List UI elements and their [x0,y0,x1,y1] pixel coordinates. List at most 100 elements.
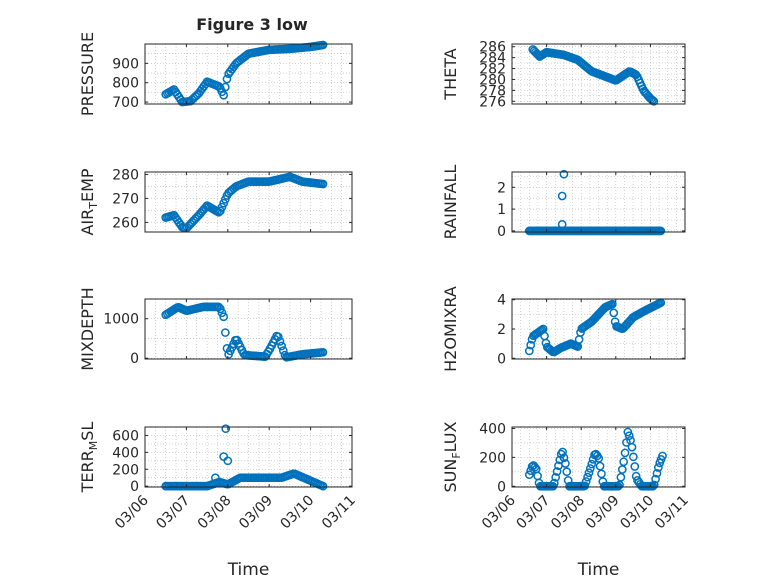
data-point [524,346,534,356]
data-point [595,461,605,471]
data-point [220,328,230,337]
data-point [557,191,567,201]
y-axis-label: MIXDEPTH [78,287,97,370]
data-point [277,341,286,351]
data-point [607,299,617,309]
y-tick-label: 282 [479,62,506,78]
data-point [318,179,328,189]
data-point [278,346,288,355]
data-point [658,451,667,461]
data-point [613,481,623,491]
y-tick-label: 1 [497,202,506,218]
y-axis-label: PRESSURE [78,32,97,116]
y-tick-label: 280 [479,72,506,88]
data-series [524,427,667,491]
data-point [221,424,231,434]
axes-box [511,43,686,105]
data-point [524,470,534,480]
data-point [648,481,658,491]
subplot-4: 0 1 2 RAINFALL [441,165,686,240]
data-point [275,337,285,346]
y-axis-label: THETA [441,48,460,100]
data-point [559,169,569,179]
y-tick-label: 200 [112,462,139,478]
data-point [219,90,229,100]
x-axis-label: Time [577,560,620,580]
data-point [220,82,230,92]
y-tick-label: 600 [112,428,139,444]
data-point [318,40,328,50]
data-point [222,74,232,84]
data-point [581,477,591,486]
data-point [558,447,567,457]
y-axis-label: H2OMIXRA [441,286,460,372]
data-series [161,424,328,491]
y-tick-label: 278 [479,83,506,99]
figure-title: Figure 3 low [196,15,308,34]
data-point [561,459,570,468]
subplot-5: 0 1000 MIXDEPTH [78,287,353,371]
data-point [629,452,638,462]
y-axis-label: AIRTEMP [78,168,100,235]
x-axis-label: Time [227,560,270,580]
y-tick-label: 4 [497,293,506,309]
data-point [653,463,663,472]
axes-box [511,171,686,233]
y-axis-label: RAINFALL [441,165,460,240]
data-point [318,347,328,357]
data-point [624,431,634,441]
data-point [619,457,629,467]
data-point [211,473,220,483]
data-point [617,465,627,474]
data-point [223,456,233,466]
grid [511,427,686,487]
data-point [651,474,660,484]
y-tick-label: 800 [112,76,139,92]
axes-box [144,171,353,233]
data-point [530,462,540,472]
data-point [318,481,328,491]
data-point [616,472,626,482]
data-point [551,472,561,482]
y-tick-label: 2 [497,180,506,196]
subplot-6: 0 2 4 H2OMIXRA [441,286,686,372]
y-tick-label: 0 [497,479,506,495]
data-series [528,45,659,106]
data-point [584,468,594,478]
data-point [587,459,597,469]
y-tick-label: 0 [130,479,139,495]
grid [511,172,686,232]
data-point [552,467,562,476]
data-point [627,442,637,452]
y-axis-label: TERRMSL [78,422,100,494]
data-point [557,220,567,229]
y-tick-label: 260 [112,215,139,231]
subplot-3: 260 270 280 AIRTEMP [78,167,353,236]
data-point [586,464,595,473]
axes-box [144,298,353,360]
y-tick-label: 0 [130,351,139,367]
y-tick-label: 284 [479,51,506,67]
y-tick-label: 200 [479,450,506,466]
y-tick-label: 276 [479,94,506,110]
data-point [217,308,227,318]
y-axis-label: SUNFLUX [441,421,463,492]
data-point [215,304,225,314]
data-point [597,469,606,479]
data-point [652,468,662,478]
y-tick-label: 0 [497,351,506,367]
data-point [594,454,604,463]
data-point [656,226,666,236]
data-point [219,312,229,322]
data-series [161,40,328,107]
data-series [161,172,328,233]
data-point [559,453,569,463]
y-tick-label: 400 [479,421,506,437]
y-tick-label: 700 [112,95,139,111]
y-tick-label: 900 [112,56,139,72]
y-tick-label: 280 [112,167,139,183]
data-series [524,169,666,236]
data-point [562,467,572,477]
